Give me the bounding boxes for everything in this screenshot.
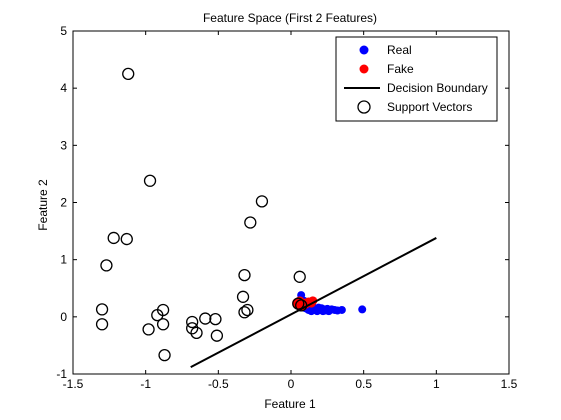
- x-axis-ticks: -1.5 -1 -0.5 0 0.5 1 1.5: [63, 31, 518, 391]
- support-vector-point: [186, 315, 199, 329]
- support-vector-point: [151, 308, 164, 322]
- support-vector-point: [238, 306, 251, 319]
- x-tick-label: 0.5: [355, 377, 372, 391]
- real-point: [337, 305, 346, 314]
- y-tick-label: -1: [56, 367, 67, 381]
- support-vector-point: [293, 270, 306, 283]
- legend-real-label: Real: [387, 43, 412, 57]
- x-tick-label: 1: [433, 377, 440, 391]
- support-vector-point: [158, 348, 171, 362]
- chart-title: Feature Space (First 2 Features): [203, 11, 377, 25]
- x-tick-label: 0: [288, 377, 295, 391]
- decision-boundary-line: [190, 237, 437, 369]
- support-vector-point: [120, 232, 133, 246]
- y-axis-ticks: -1 0 1 2 3 4 5: [56, 24, 509, 381]
- x-tick-label: -0.5: [208, 377, 229, 391]
- support-vector-point: [95, 303, 109, 316]
- legend-boundary-label: Decision Boundary: [387, 81, 488, 95]
- y-axis-label: Feature 2: [36, 179, 50, 231]
- support-vector-point: [292, 297, 305, 310]
- support-vector-point: [255, 195, 269, 208]
- real-point: [358, 305, 367, 314]
- support-vector-point: [209, 312, 222, 326]
- support-vector-point: [122, 67, 135, 81]
- support-vector-point: [143, 174, 157, 187]
- support-vector-point: [238, 268, 251, 282]
- y-tick-label: 5: [60, 24, 67, 38]
- support-vector-point: [236, 290, 250, 303]
- legend-support-marker: [357, 100, 371, 114]
- support-vector-point: [241, 303, 254, 317]
- x-axis-label: Feature 1: [264, 397, 316, 411]
- support-vector-point: [190, 326, 203, 339]
- x-tick-label: 1.5: [501, 377, 518, 391]
- support-vector-point: [210, 329, 224, 342]
- x-tick-label: -1.5: [63, 377, 84, 391]
- y-tick-label: 3: [60, 138, 67, 152]
- legend-real-marker: [359, 45, 369, 55]
- support-vector-point: [199, 312, 212, 325]
- legend-support-label: Support Vectors: [387, 100, 472, 114]
- support-vector-point: [95, 318, 109, 331]
- support-vector-point: [244, 216, 257, 229]
- y-tick-label: 0: [60, 310, 67, 324]
- legend-fake-marker: [359, 64, 369, 74]
- x-tick-label: -1: [140, 377, 151, 391]
- support-vector-point: [186, 322, 199, 335]
- legend: Real Fake Decision Boundary Support Vect…: [335, 36, 498, 122]
- legend-fake-label: Fake: [387, 62, 414, 76]
- support-vector-point: [156, 318, 170, 331]
- y-tick-label: 4: [60, 81, 67, 95]
- support-vector-point: [142, 323, 155, 336]
- support-vector-point: [100, 259, 113, 272]
- support-vector-point: [107, 231, 120, 245]
- support-vector-point: [295, 299, 308, 312]
- y-tick-label: 2: [60, 196, 67, 210]
- y-tick-label: 1: [60, 253, 67, 267]
